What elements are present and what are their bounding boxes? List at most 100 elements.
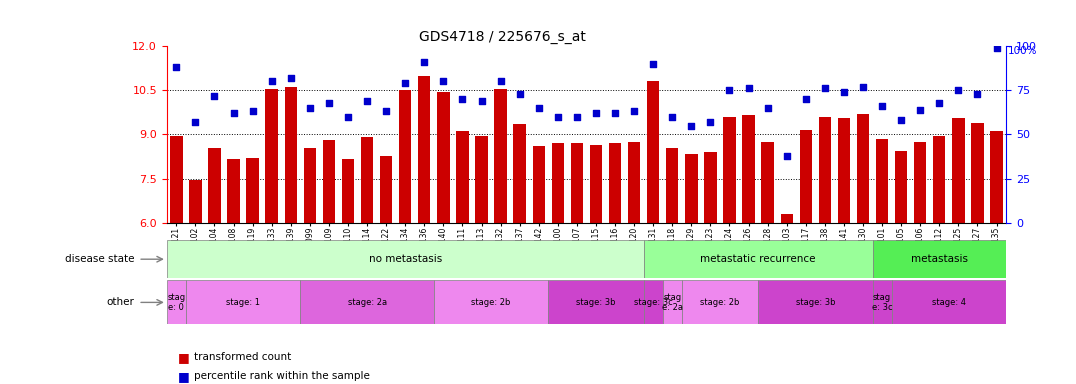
Bar (246, 158, 259, 223)
Point (625, 108, 642, 114)
Text: stage: 2b: stage: 2b (471, 298, 511, 307)
Bar (643, 280, 663, 324)
Bar (759, 280, 873, 324)
Bar (895, 151, 907, 223)
Point (301, 105, 318, 111)
Bar (876, 139, 889, 223)
Point (187, 119, 204, 125)
Bar (476, 136, 487, 223)
Text: GDS4718 / 225676_s_at: GDS4718 / 225676_s_at (419, 30, 585, 44)
Bar (209, 147, 221, 223)
Bar (685, 154, 697, 223)
Bar (186, 280, 300, 324)
Point (702, 119, 719, 125)
Bar (819, 117, 831, 223)
Point (721, 87, 738, 93)
Bar (643, 240, 873, 278)
Point (645, 61, 662, 67)
Point (950, 87, 967, 93)
Text: stage: 4: stage: 4 (932, 298, 966, 307)
Point (206, 93, 223, 99)
Text: stage: 3c: stage: 3c (634, 298, 672, 307)
Text: ■: ■ (178, 370, 189, 383)
Bar (342, 159, 354, 223)
Point (587, 110, 605, 116)
Text: stag
e: 2a: stag e: 2a (662, 293, 683, 312)
Text: stage: 3b: stage: 3b (795, 298, 835, 307)
Text: stage: 3b: stage: 3b (577, 298, 615, 307)
Point (817, 85, 834, 91)
Point (778, 152, 795, 159)
Text: ■: ■ (178, 351, 189, 364)
Point (797, 96, 815, 102)
Point (759, 105, 776, 111)
Point (435, 78, 452, 84)
Point (893, 117, 910, 123)
Bar (456, 131, 469, 223)
Bar (990, 131, 1003, 223)
Bar (952, 118, 964, 223)
Point (244, 108, 261, 114)
Point (415, 59, 433, 65)
Text: transformed count: transformed count (194, 352, 291, 362)
Bar (647, 81, 660, 223)
Bar (303, 147, 316, 223)
Bar (300, 280, 434, 324)
Text: 100%: 100% (1008, 46, 1037, 56)
Text: stage: 2b: stage: 2b (700, 298, 739, 307)
Bar (666, 147, 679, 223)
Bar (167, 240, 643, 278)
Bar (780, 214, 793, 223)
Point (530, 105, 548, 111)
Point (835, 89, 852, 95)
Bar (590, 145, 603, 223)
Point (511, 91, 528, 97)
Bar (799, 130, 812, 223)
Bar (399, 90, 411, 223)
Bar (892, 280, 1006, 324)
Bar (609, 143, 621, 223)
Bar (742, 115, 754, 223)
Text: stage: 2a: stage: 2a (348, 298, 386, 307)
Bar (663, 280, 682, 324)
Text: disease state: disease state (65, 254, 134, 264)
Bar (189, 180, 201, 223)
Point (263, 78, 280, 84)
Bar (360, 137, 373, 223)
Bar (552, 143, 564, 223)
Bar (723, 117, 736, 223)
Point (931, 99, 948, 106)
Bar (570, 143, 583, 223)
Bar (762, 142, 774, 223)
Point (549, 114, 566, 120)
Text: stag
e: 3c: stag e: 3c (872, 293, 892, 312)
Bar (838, 118, 850, 223)
Point (454, 96, 471, 102)
Bar (227, 159, 240, 223)
Bar (513, 124, 526, 223)
Point (988, 45, 1005, 51)
Bar (266, 89, 278, 223)
Text: metastasis: metastasis (910, 254, 967, 264)
Bar (284, 87, 297, 223)
Point (683, 122, 700, 129)
Point (854, 84, 872, 90)
Bar (933, 136, 946, 223)
Point (168, 64, 185, 70)
Bar (323, 140, 335, 223)
Bar (873, 240, 1006, 278)
Bar (704, 152, 717, 223)
Bar (972, 122, 983, 223)
Point (358, 98, 376, 104)
Point (397, 80, 414, 86)
Point (378, 108, 395, 114)
Point (225, 110, 242, 116)
Bar (533, 146, 544, 223)
Text: stag
e: 0: stag e: 0 (167, 293, 185, 312)
Point (282, 75, 299, 81)
Bar (434, 280, 549, 324)
Point (968, 91, 986, 97)
Point (568, 114, 585, 120)
Point (740, 85, 758, 91)
Bar (437, 92, 450, 223)
